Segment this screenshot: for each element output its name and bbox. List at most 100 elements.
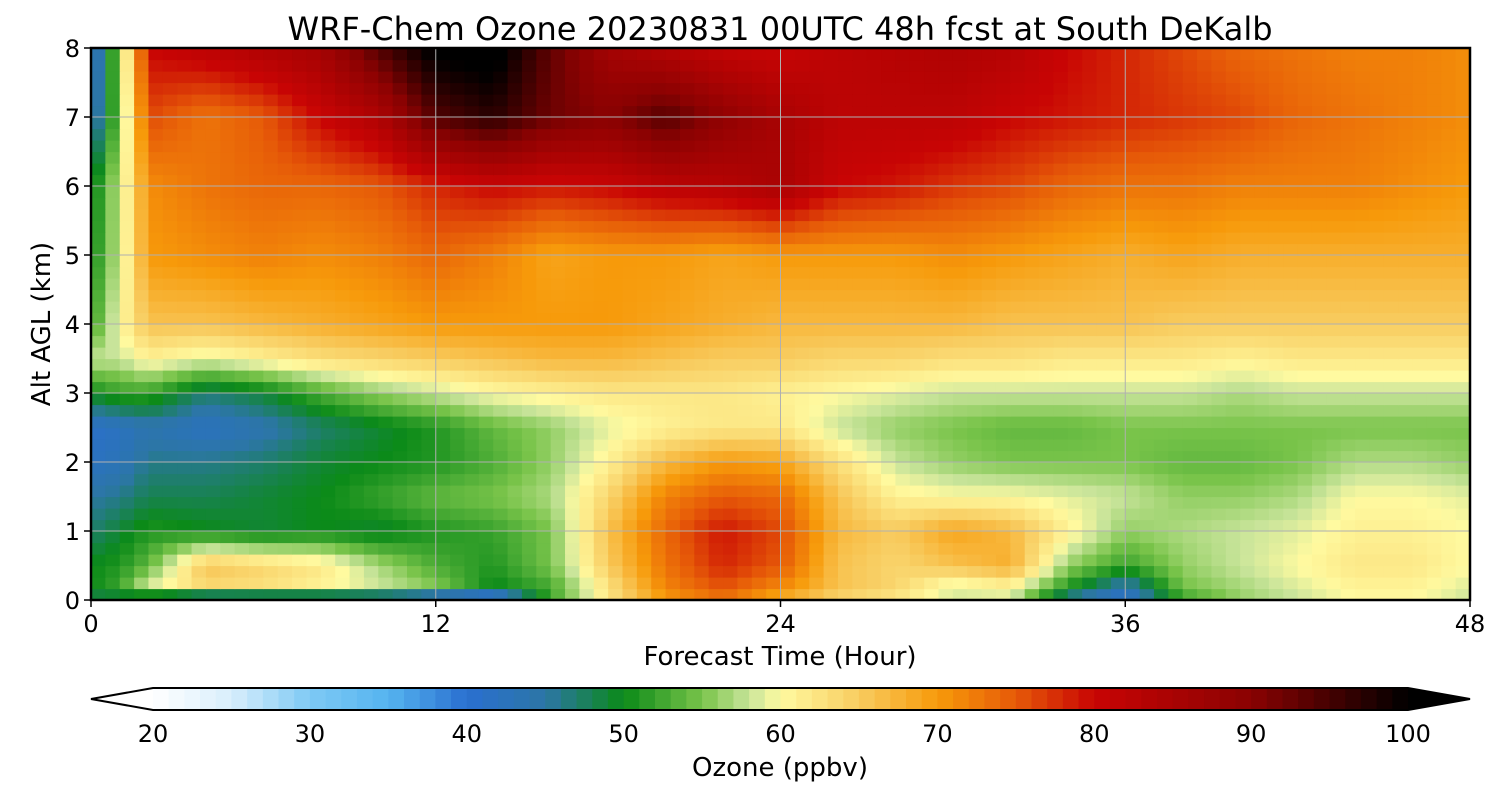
heatmap-cell — [823, 278, 839, 291]
heatmap-cell — [1024, 140, 1040, 153]
heatmap-cell — [938, 140, 954, 153]
heatmap-cell — [378, 473, 394, 486]
heatmap-cell — [1225, 312, 1241, 325]
heatmap-cell — [737, 186, 753, 199]
heatmap-cell — [335, 347, 351, 360]
heatmap-cell — [249, 174, 264, 187]
heatmap-cell — [478, 485, 494, 498]
heatmap-cell — [837, 151, 853, 164]
heatmap-cell — [608, 450, 624, 463]
heatmap-cell — [306, 450, 322, 463]
heatmap-cell — [1067, 496, 1083, 509]
heatmap-cell — [536, 255, 552, 268]
heatmap-cell — [852, 439, 868, 452]
heatmap-cell — [1297, 416, 1313, 429]
heatmap-cell — [1168, 255, 1184, 268]
heatmap-cell — [708, 209, 724, 222]
heatmap-cell — [1355, 255, 1371, 268]
heatmap-cell — [105, 255, 121, 268]
heatmap-cell — [751, 554, 767, 567]
heatmap-cell — [1383, 358, 1399, 371]
heatmap-cell — [1398, 416, 1414, 429]
heatmap-cell — [1311, 209, 1327, 222]
heatmap-cell — [952, 209, 968, 222]
heatmap-cell — [162, 197, 178, 210]
heatmap-cell — [938, 358, 954, 371]
heatmap-cell — [981, 519, 997, 532]
heatmap-cell — [751, 439, 767, 452]
heatmap-cell — [1082, 462, 1098, 475]
heatmap-cell — [1340, 266, 1356, 279]
colorbar-segment — [1266, 688, 1283, 710]
heatmap-cell — [1010, 450, 1026, 463]
heatmap-cell — [780, 59, 796, 72]
heatmap-cell — [1125, 335, 1141, 348]
heatmap-cell — [679, 312, 695, 325]
heatmap-cell — [1383, 71, 1399, 84]
heatmap-cell — [536, 105, 552, 118]
heatmap-cell — [579, 105, 595, 118]
heatmap-cell — [234, 370, 250, 383]
heatmap-cell — [809, 266, 825, 279]
heatmap-cell — [766, 128, 782, 141]
heatmap-cell — [191, 105, 207, 118]
heatmap-cell — [809, 565, 825, 578]
heatmap-cell — [162, 508, 178, 521]
heatmap-cell — [837, 427, 853, 440]
heatmap-cell — [1268, 381, 1284, 394]
heatmap-cell — [392, 577, 408, 590]
heatmap-cell — [1053, 519, 1069, 532]
heatmap-cell — [1211, 588, 1227, 601]
heatmap-cell — [1039, 174, 1055, 187]
heatmap-cell — [1096, 197, 1112, 210]
heatmap-cell — [622, 347, 638, 360]
heatmap-cell — [234, 427, 250, 440]
heatmap-cell — [1039, 347, 1055, 360]
heatmap-cell — [852, 163, 868, 176]
heatmap-cell — [1240, 59, 1256, 72]
heatmap-cell — [751, 358, 767, 371]
heatmap-cell — [1254, 473, 1270, 486]
heatmap-cell — [809, 140, 825, 153]
heatmap-cell — [608, 542, 624, 555]
heatmap-cell — [435, 289, 451, 302]
heatmap-cell — [995, 186, 1011, 199]
heatmap-cell — [1326, 577, 1342, 590]
heatmap-cell — [909, 519, 925, 532]
heatmap-cell — [1412, 393, 1428, 406]
heatmap-cell — [464, 278, 480, 291]
heatmap-cell — [306, 519, 322, 532]
heatmap-cell — [134, 496, 150, 509]
heatmap-cell — [105, 381, 121, 394]
heatmap-cell — [1125, 347, 1141, 360]
heatmap-cell — [550, 312, 566, 325]
heatmap-cell — [277, 531, 293, 544]
heatmap-cell — [708, 347, 724, 360]
heatmap-cell — [1311, 278, 1327, 291]
heatmap-cell — [205, 416, 221, 429]
heatmap-cell — [636, 117, 652, 130]
heatmap-cell — [1211, 278, 1227, 291]
heatmap-cell — [967, 301, 983, 314]
heatmap-cell — [1125, 554, 1141, 567]
heatmap-cell — [550, 255, 566, 268]
heatmap-cell — [507, 462, 523, 475]
heatmap-cell — [536, 370, 552, 383]
heatmap-cell — [967, 496, 983, 509]
heatmap-cell — [464, 462, 480, 475]
heatmap-cell — [1197, 358, 1213, 371]
heatmap-cell — [1268, 151, 1284, 164]
heatmap-cell — [536, 48, 552, 61]
heatmap-cell — [1326, 519, 1342, 532]
heatmap-cell — [1110, 324, 1126, 337]
heatmap-cell — [608, 59, 624, 72]
heatmap-cell — [1225, 485, 1241, 498]
y-tick-label: 7 — [65, 104, 80, 132]
heatmap-cell — [306, 554, 322, 567]
heatmap-cell — [1340, 48, 1356, 61]
heatmap-cell — [651, 209, 667, 222]
heatmap-cell — [292, 289, 308, 302]
heatmap-cell — [162, 427, 178, 440]
heatmap-cell — [277, 324, 293, 337]
heatmap-cell — [1010, 358, 1026, 371]
